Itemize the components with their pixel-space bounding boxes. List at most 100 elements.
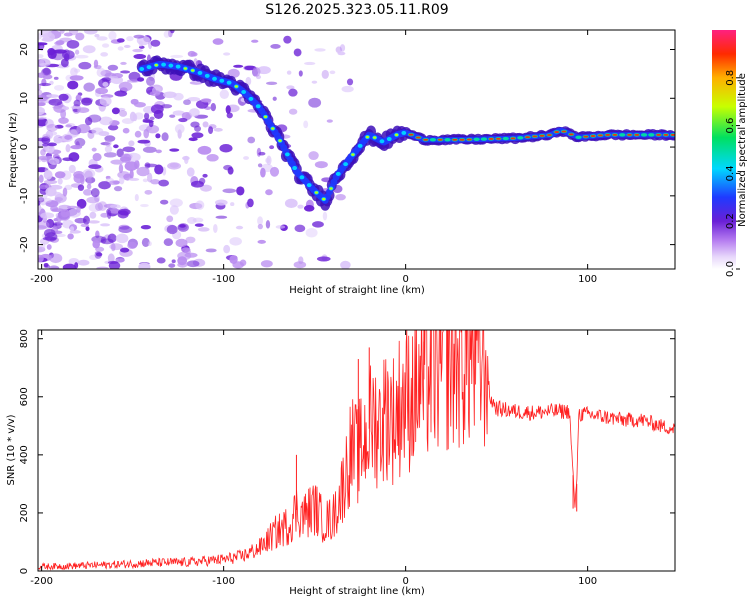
noise-blob [54,171,66,179]
noise-blob [235,225,244,230]
noise-blob [123,44,131,48]
noise-blob [283,35,292,44]
x-tick-label: 0 [402,274,408,285]
ridge-peak [415,136,421,139]
noise-blob [181,111,192,120]
x-tick-label: -200 [30,576,53,587]
noise-blob [53,137,63,143]
noise-blob [116,38,125,43]
noise-blob [53,49,67,54]
noise-blob [154,164,164,175]
noise-blob [104,145,113,153]
noise-blob [160,199,169,205]
noise-blob [39,58,45,67]
noise-blob [140,203,149,208]
noise-blob [187,50,196,57]
noise-blob [48,157,60,165]
noise-blob [169,148,180,152]
noise-blob [94,202,103,211]
noise-blob [39,44,44,52]
noise-blob [174,123,185,134]
noise-blob [298,256,304,265]
noise-blob [117,171,131,179]
y-tick-label: 400 [19,445,30,464]
noise-blob [305,227,318,238]
noise-blob [183,99,191,106]
ridge-peak [365,135,370,139]
noise-blob [107,253,115,263]
noise-blob [99,116,113,126]
snr-plot-area [38,330,675,571]
ridge-core [640,133,648,137]
noise-blob [142,118,151,123]
noise-blob [64,134,73,140]
ridge-core [619,133,626,137]
noise-blob [304,61,316,66]
noise-blob [66,39,80,49]
noise-blob [102,81,109,87]
noise-blob [212,38,224,45]
noise-blob [45,131,58,136]
noise-blob [104,139,112,147]
noise-blob [100,236,107,244]
ridge-core [648,133,655,137]
colorbar-gradient [712,30,736,269]
noise-blob [120,61,127,65]
noise-blob [95,246,105,252]
noise-blob [85,226,90,232]
noise-blob [161,132,169,142]
noise-blob [265,220,271,229]
noise-blob [337,51,346,56]
ridge-peak [329,187,333,190]
noise-blob [76,198,87,209]
noise-blob [172,110,185,116]
ridge-peak [539,134,545,137]
noise-blob [132,113,138,122]
noise-blob [38,54,44,59]
noise-blob [117,258,125,263]
noise-blob [184,155,189,165]
ridge-core [175,64,181,69]
noise-blob [67,233,74,240]
noise-blob [90,188,100,198]
noise-blob [107,209,112,220]
noise-blob [82,168,96,179]
noise-blob [76,124,91,134]
noise-blob [257,239,266,244]
noise-blob [258,151,266,156]
noise-blob [91,127,104,135]
noise-blob [133,159,140,169]
noise-blob [133,34,145,39]
noise-blob [170,54,184,58]
noise-blob [54,41,64,46]
noise-blob [168,263,176,268]
ridge-core [255,104,261,109]
noise-blob [257,223,263,230]
ridge-core [386,137,392,142]
noise-blob [252,66,261,77]
noise-blob [230,202,235,207]
ridge-peak [612,133,618,136]
noise-blob [202,173,208,178]
noise-blob [53,76,59,80]
noise-blob [74,217,87,224]
noise-blob [76,206,81,213]
noise-blob [38,89,43,99]
noise-blob [326,119,333,123]
noise-blob [109,204,121,209]
noise-blob [339,44,346,52]
ridge-core [502,136,509,141]
noise-blob [222,188,237,194]
noise-blob [206,153,219,162]
noise-blob [294,224,306,233]
noise-blob [54,84,65,91]
noise-blob [312,221,324,228]
noise-blob [303,205,315,212]
noise-blob [58,204,71,211]
noise-blob [150,39,161,47]
noise-blob [245,76,252,86]
ridge-core [429,138,437,142]
colorbar-label: Normalized spectral amplitude [737,73,748,227]
noise-blob [187,97,201,102]
